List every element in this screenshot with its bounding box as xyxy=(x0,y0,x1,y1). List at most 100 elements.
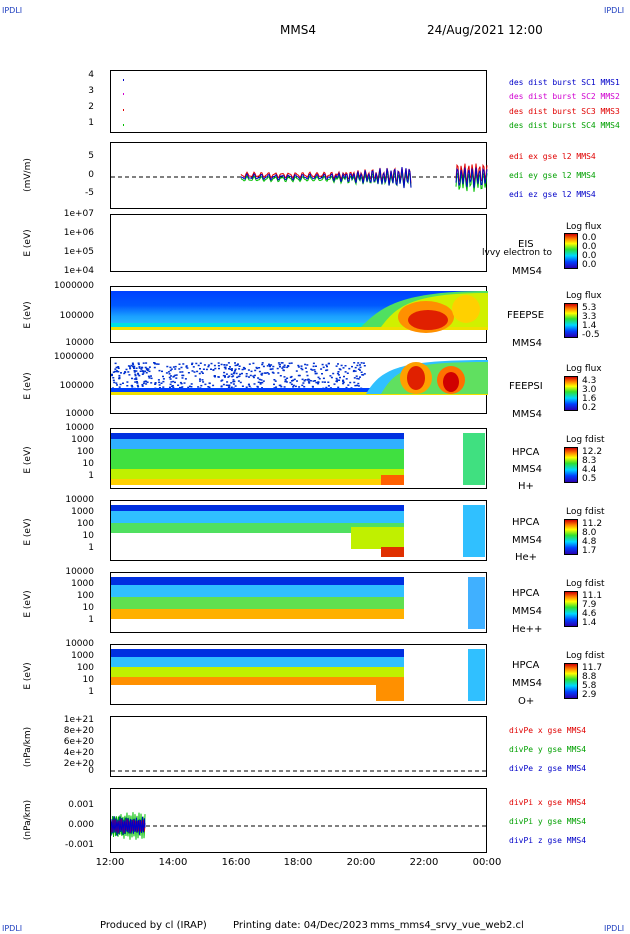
xtick-2000: 20:00 xyxy=(346,857,376,868)
tick-divpi-pos: 0.001 xyxy=(68,800,94,810)
feepsi-pixel xyxy=(284,380,287,383)
panel-edi xyxy=(110,142,488,209)
feepsi-pixel xyxy=(131,377,133,380)
feepsi-pixel xyxy=(322,366,325,369)
feepsi-pixel xyxy=(222,374,225,377)
tick-edi-5: 5 xyxy=(88,151,94,161)
legend-divpi-y: divPi y gse MMS4 xyxy=(509,817,587,826)
feepsi-pixel xyxy=(321,381,324,383)
feepsi-pixel xyxy=(352,370,355,373)
feepsi-pixel xyxy=(304,379,307,381)
corner-label-tr: IPDLI xyxy=(604,6,625,15)
colorbar-hpca-o xyxy=(564,663,578,699)
feepsi-pixel xyxy=(261,381,264,384)
feepsi-pixel xyxy=(252,362,255,365)
feepsi-pixel xyxy=(258,367,261,369)
feepsi-pixel xyxy=(284,378,287,381)
corner-label-bl: IPDLI xyxy=(2,924,23,933)
feepsi-pixel xyxy=(320,368,323,370)
feepsi-pixel xyxy=(290,362,293,364)
feepsi-pixel xyxy=(132,363,135,366)
panel-hpca-he xyxy=(110,500,487,561)
side-hpca-h-inst: HPCA xyxy=(512,447,540,458)
legend-edi-ex: edi ex gse l2 MMS4 xyxy=(509,152,596,161)
feepsi-pixel xyxy=(224,376,226,378)
feepsi-pixel xyxy=(229,368,232,370)
feepsi-spectrogram xyxy=(111,360,488,395)
feepsi-pixel xyxy=(348,367,351,370)
feepsi-pixel xyxy=(279,363,281,366)
feepsi-pixel xyxy=(112,377,115,379)
feepsi-pixel xyxy=(347,384,350,386)
feepsi-pixel xyxy=(261,363,264,366)
feepsi-pixel xyxy=(213,375,216,377)
feepsi-pixel xyxy=(175,374,178,376)
feepsi-pixel xyxy=(178,368,181,370)
feepsi-pixel xyxy=(257,381,260,383)
feepsi-pixel xyxy=(214,376,216,378)
feepsi-pixel xyxy=(306,374,309,377)
feepsi-pixel xyxy=(213,364,216,367)
feepsi-pixel xyxy=(317,376,320,379)
feepsi-pixel xyxy=(354,370,357,372)
tick-eis-1e6: 1e+06 xyxy=(63,228,94,238)
feepsi-pixel xyxy=(309,380,312,382)
feepsi-pixel xyxy=(336,379,339,381)
feepsi-pixel xyxy=(143,380,146,383)
feepsi-pixel xyxy=(269,364,271,367)
cb-feepsi-t3: 0.2 xyxy=(582,403,597,413)
corner-label-br: IPDLI xyxy=(604,924,625,933)
feepsi-pixel xyxy=(174,368,177,370)
feepsi-pixel xyxy=(359,369,361,371)
ylabel-hpca-o: E (eV) xyxy=(23,662,33,690)
feepsi-pixel xyxy=(169,378,172,380)
feepsi-pixel xyxy=(208,382,211,384)
feepsi-pixel xyxy=(353,362,356,364)
feepsi-pixel xyxy=(150,375,152,377)
ylabel-feepse: E (eV) xyxy=(23,301,33,329)
feepsi-pixel xyxy=(337,371,340,373)
feepsi-pixel xyxy=(144,380,147,382)
ylabel-edi: (mV/m) xyxy=(23,158,33,192)
feepsi-pixel xyxy=(312,380,315,382)
cb-hpca-h-t1: 8.3 xyxy=(582,456,597,466)
side-hpca-hepp-inst: HPCA xyxy=(512,588,540,599)
feepsi-pixel xyxy=(283,364,286,366)
feepsi-pixel xyxy=(304,363,307,366)
feepsi-pixel xyxy=(289,376,292,379)
feepsi-pixel xyxy=(126,385,129,387)
feepsi-pixel xyxy=(200,384,203,387)
feepsi-pixel xyxy=(326,365,328,368)
cb-hpca-he-t1: 8.0 xyxy=(582,528,597,538)
feepsi-pixel xyxy=(126,381,129,383)
feepsi-pixel xyxy=(293,378,296,381)
panel-hpca-hepp xyxy=(110,572,487,633)
ylabel-divpi: (nPa/km) xyxy=(23,799,33,841)
feepsi-pixel xyxy=(292,384,295,387)
tick-hpca-3-3: 10 xyxy=(82,675,94,685)
feepsi-pixel xyxy=(272,372,275,374)
feepsi-pixel xyxy=(181,377,184,379)
feepsi-pixel xyxy=(146,369,149,372)
feepsi-pixel xyxy=(118,377,121,380)
feepsi-pixel xyxy=(210,368,212,370)
feepsi-pixel xyxy=(272,365,275,368)
feepsi-pixel xyxy=(308,382,311,384)
feepsi-pixel xyxy=(353,377,356,379)
feepsi-pixel xyxy=(275,386,278,388)
xtick-0000: 00:00 xyxy=(472,857,502,868)
feepsi-pixel xyxy=(175,377,178,379)
feepsi-pixel xyxy=(217,365,220,367)
tick-divpe-2: 6e+20 xyxy=(63,737,94,747)
feepsi-pixel xyxy=(178,363,181,365)
feepsi-pixel xyxy=(301,378,304,381)
feepsi-pixel xyxy=(145,367,148,370)
feepsi-pixel xyxy=(280,385,283,388)
feepsi-pixel xyxy=(204,383,207,386)
xtick-1600: 16:00 xyxy=(221,857,251,868)
feepsi-pixel xyxy=(354,366,357,369)
feepsi-pixel xyxy=(297,364,300,367)
feepsi-pixel xyxy=(230,386,233,388)
feepsi-pixel xyxy=(217,362,220,364)
feepsi-pixel xyxy=(139,370,142,372)
